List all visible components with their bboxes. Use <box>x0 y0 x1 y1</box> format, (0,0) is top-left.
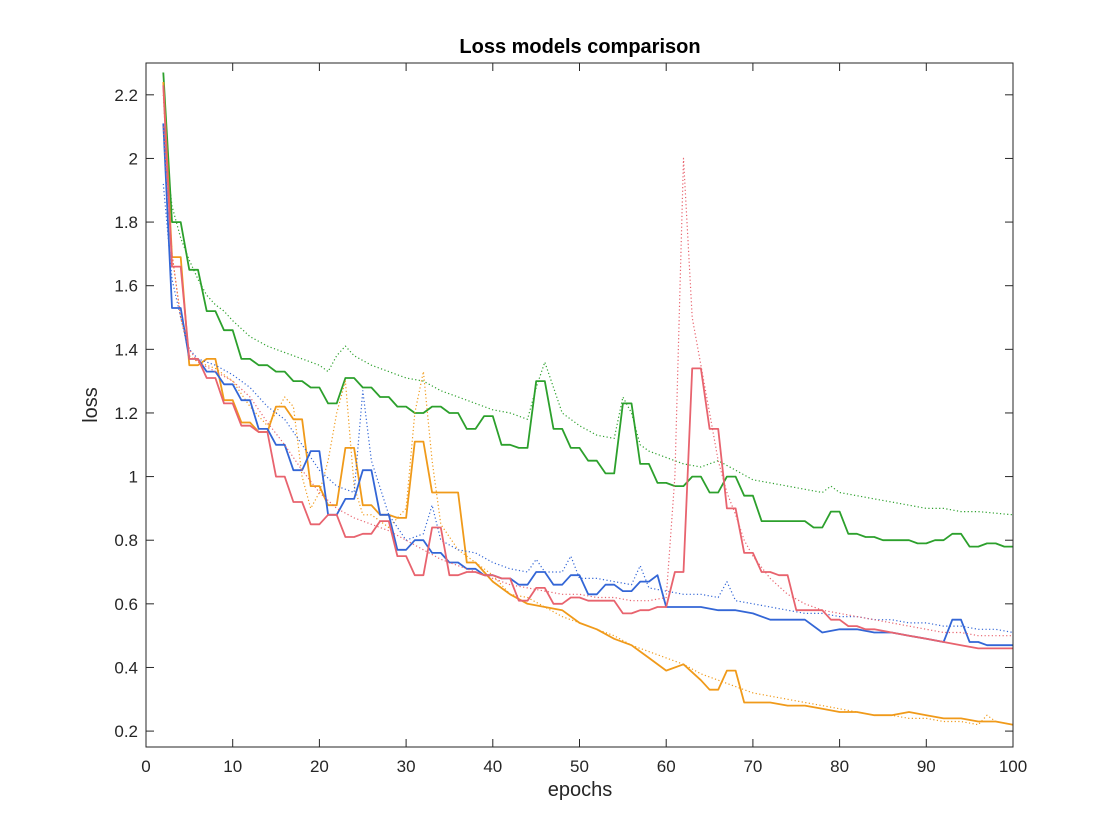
x-tick-label: 10 <box>223 757 242 776</box>
series-line-1-dotted <box>162 126 1014 516</box>
series-line-2-solid <box>162 72 1013 548</box>
y-tick-label: 1 <box>129 468 138 487</box>
series-line-5-dotted <box>162 183 1014 634</box>
y-tick-label: 2.2 <box>114 86 138 105</box>
x-axis: 0 10 20 30 40 50 60 70 80 90 100 <box>141 63 1027 776</box>
y-axis-label: loss <box>80 387 102 423</box>
series-layer <box>162 72 1014 726</box>
y-tick-label: 1.6 <box>114 277 138 296</box>
x-tick-label: 40 <box>483 757 502 776</box>
y-tick-label: 0.8 <box>114 531 138 550</box>
x-tick-label: 100 <box>999 757 1027 776</box>
y-tick-label: 0.4 <box>114 658 138 677</box>
chart-title: Loss models comparison <box>459 36 700 58</box>
y-tick-label: 1.8 <box>114 213 138 232</box>
x-tick-label: 60 <box>657 757 676 776</box>
x-tick-label: 90 <box>917 757 936 776</box>
x-axis-label: epochs <box>548 779 613 801</box>
y-tick-label: 0.2 <box>114 722 138 741</box>
x-tick-label: 70 <box>743 757 762 776</box>
x-tick-label: 30 <box>397 757 416 776</box>
series-line-6-solid <box>162 123 1013 647</box>
y-tick-label: 2 <box>129 149 138 168</box>
x-tick-label: 80 <box>830 757 849 776</box>
y-tick-label: 1.4 <box>114 340 138 359</box>
y-tick-label: 0.6 <box>114 595 138 614</box>
series-line-8-solid <box>162 85 1013 650</box>
x-tick-label: 20 <box>310 757 329 776</box>
x-tick-label: 50 <box>570 757 589 776</box>
y-axis: 0.2 0.4 0.6 0.8 1 1.2 1.4 1.6 1.8 2 2.2 <box>114 86 1013 741</box>
x-tick-label: 0 <box>141 757 150 776</box>
y-tick-label: 1.2 <box>114 404 138 423</box>
